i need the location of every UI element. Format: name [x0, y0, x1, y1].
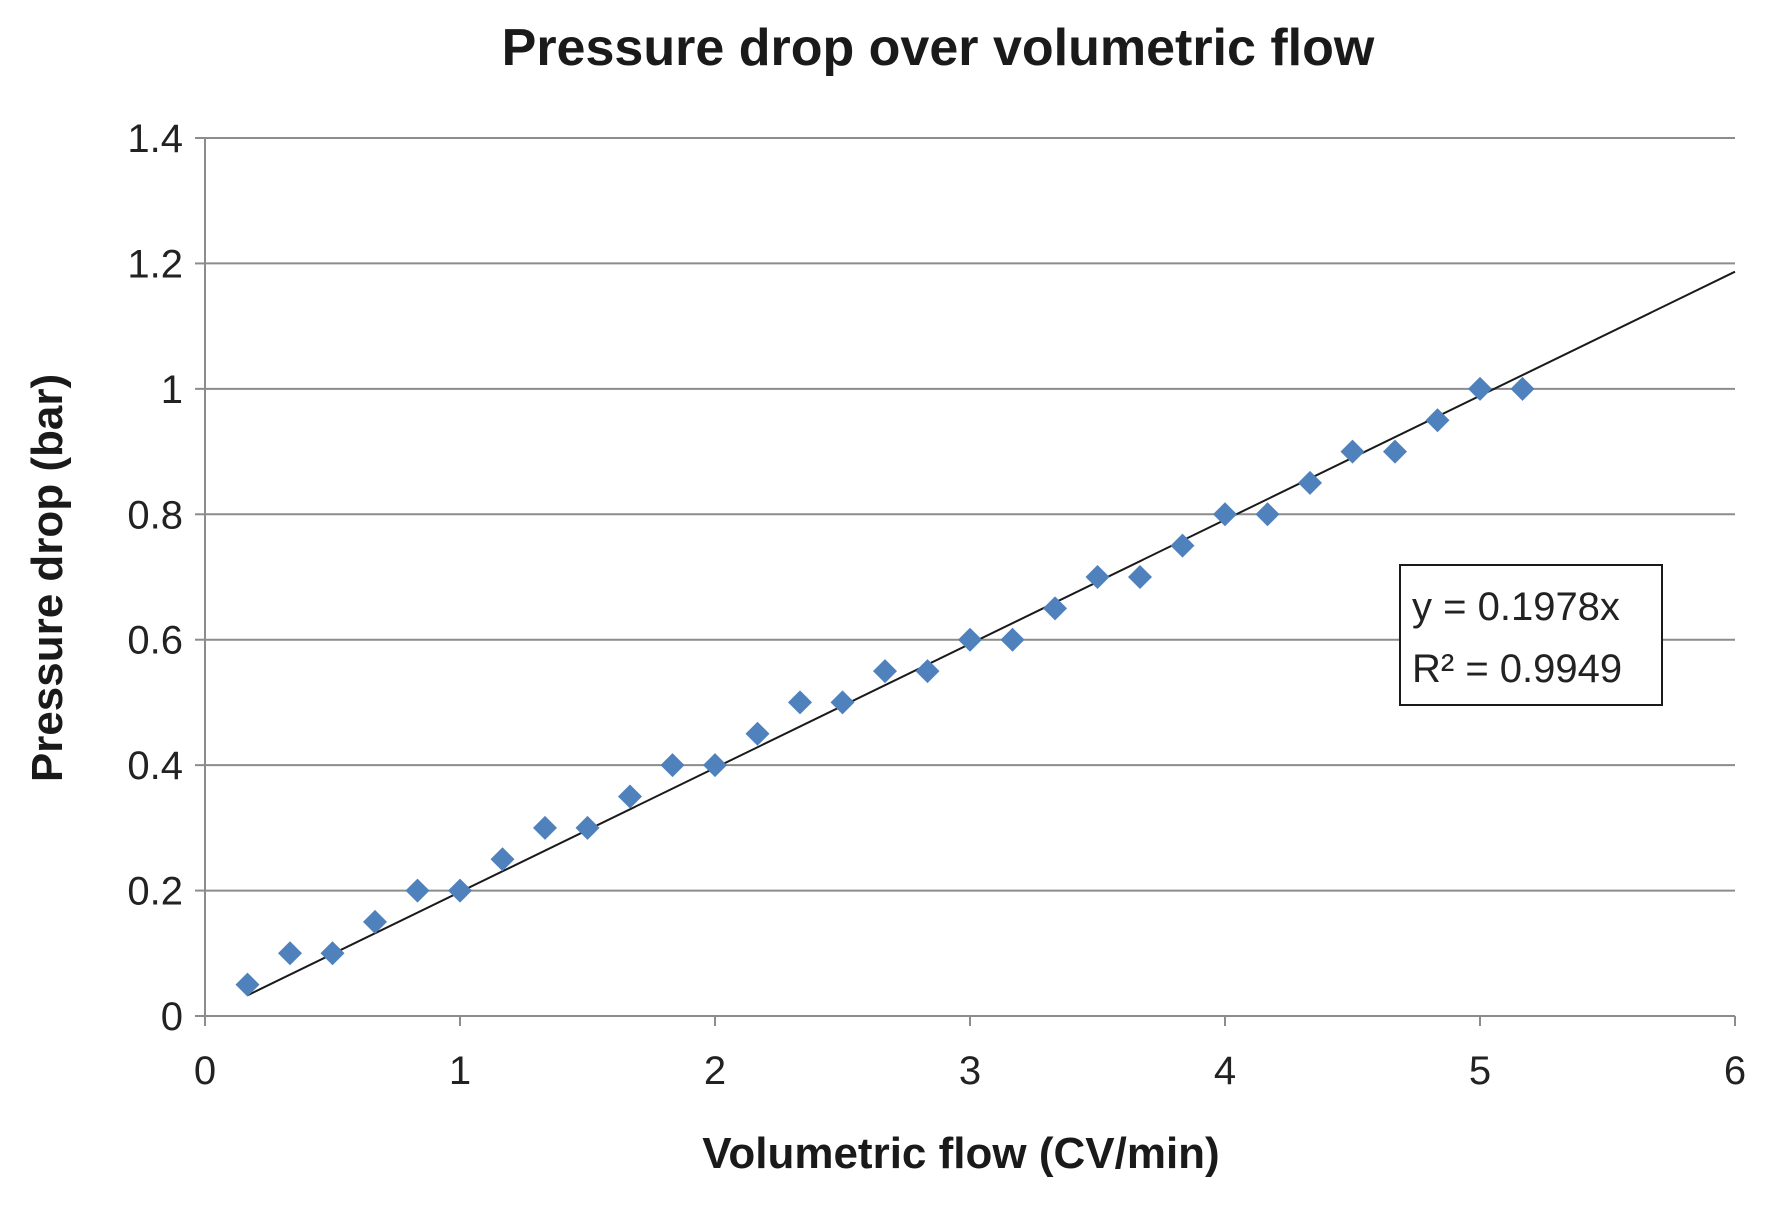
- data-point: [235, 972, 260, 997]
- data-point: [787, 690, 812, 715]
- data-point: [405, 878, 430, 903]
- data-point: [1468, 376, 1492, 401]
- equation-box-frame: [1399, 564, 1663, 706]
- x-axis-label: Volumetric flow (CV/min): [702, 1129, 1219, 1178]
- data-point: [873, 659, 898, 684]
- data-point: [1297, 470, 1322, 495]
- trendline-equation: y = 0.1978x: [1412, 585, 1620, 629]
- x-tick-label: 4: [1214, 1049, 1236, 1093]
- data-point: [532, 815, 557, 840]
- x-tick-labels: 0 1 2 3 4 5 6: [194, 1049, 1746, 1093]
- data-point: [1510, 376, 1535, 401]
- x-tick-label: 0: [194, 1049, 216, 1093]
- data-point: [363, 909, 388, 934]
- data-point: [490, 847, 515, 872]
- r-squared-value: R² = 0.9949: [1412, 647, 1622, 691]
- data-point: [1170, 533, 1195, 558]
- y-tick-label: 1: [161, 368, 183, 412]
- data-point: [1340, 439, 1365, 464]
- x-tick-label: 6: [1724, 1049, 1746, 1093]
- y-tick-label: 0.4: [127, 744, 183, 788]
- x-tick-label: 5: [1469, 1049, 1491, 1093]
- data-point: [1085, 565, 1110, 589]
- y-tick-labels: 0 0.2 0.4 0.6 0.8 1 1.2 1.4: [127, 117, 183, 1039]
- data-point: [745, 721, 770, 746]
- data-point: [915, 659, 940, 684]
- data-point: [958, 627, 982, 652]
- chart-title: Pressure drop over volumetric flow: [502, 19, 1375, 77]
- data-point: [1383, 439, 1408, 464]
- y-tick-label: 0.6: [127, 619, 183, 663]
- data-point: [830, 690, 855, 715]
- data-point: [1425, 408, 1450, 433]
- data-point: [1213, 502, 1237, 527]
- x-tick-label: 3: [959, 1049, 981, 1093]
- x-tick-label: 1: [449, 1049, 471, 1093]
- trendline-equation-box: y = 0.1978x R² = 0.9949: [1399, 564, 1663, 706]
- data-point: [277, 941, 302, 966]
- y-tick-label: 1.4: [127, 117, 183, 161]
- y-tick-label: 1.2: [127, 242, 183, 286]
- data-points: [235, 376, 1535, 997]
- y-tick-label: 0: [161, 995, 183, 1039]
- y-tick-label: 0.8: [127, 493, 183, 537]
- data-point: [448, 878, 472, 903]
- y-axis-label: Pressure drop (bar): [23, 374, 72, 782]
- data-point: [1042, 596, 1067, 621]
- x-tick-label: 2: [704, 1049, 726, 1093]
- data-point: [1255, 502, 1280, 527]
- data-point: [618, 784, 643, 809]
- data-point: [575, 815, 600, 840]
- data-point: [1000, 627, 1025, 652]
- data-point: [703, 753, 727, 778]
- y-tick-label: 0.2: [127, 870, 183, 914]
- axes: [195, 137, 1736, 1026]
- data-point: [320, 941, 345, 966]
- data-point: [1128, 565, 1153, 589]
- data-point: [660, 753, 685, 778]
